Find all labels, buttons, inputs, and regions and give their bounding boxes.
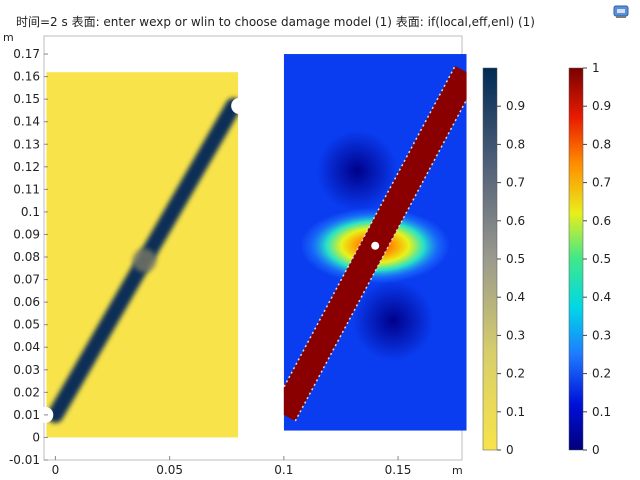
y-tick-label: 0.02	[13, 385, 40, 399]
y-tick-label: 0.05	[13, 318, 40, 332]
colorbar-tick-label: 0.8	[592, 137, 611, 151]
colorbar-tick-label: 0.7	[506, 176, 525, 190]
colorbar-tick-label: 0.1	[506, 405, 525, 419]
y-tick-label: 0.08	[13, 250, 40, 264]
colorbar-tick-label: 0	[506, 443, 514, 457]
colorbar-tick-label: 0.8	[506, 137, 525, 151]
colorbar-tick-label: 0.4	[592, 290, 611, 304]
x-tick-label: 0.05	[156, 463, 183, 477]
colorbar-tick-label: 0.2	[506, 367, 525, 381]
y-tick-label: 0.17	[13, 47, 40, 61]
colorbar-nonlocal-gradient	[568, 67, 584, 451]
nonlocal-hole	[371, 241, 380, 250]
colorbar-local-gradient	[482, 67, 498, 451]
y-tick-label: 0.1	[21, 205, 40, 219]
colorbar-tick-label: 0.4	[506, 290, 525, 304]
y-axis-unit: m	[3, 31, 14, 44]
colorbar-tick-label: 0.6	[592, 214, 611, 228]
x-tick-label: 0.1	[274, 463, 293, 477]
x-tick-label: 0	[52, 463, 60, 477]
colorbar-tick-label: 1	[592, 61, 600, 75]
y-tick-label: -0.01	[9, 453, 40, 467]
local-notch-top-right	[231, 97, 248, 114]
colorbar-tick-label: 0.5	[592, 252, 611, 266]
y-tick-label: 0.06	[13, 295, 40, 309]
y-axis-ticks: -0.01 0 0.01 0.02 0.03 0.04 0.05 0.06 0.07 0.08 0.…	[9, 47, 48, 467]
nonlocal-low-lobe-bottom	[353, 280, 434, 361]
colorbar-nonlocal-ticks: 0 0.1 0.2 0.3 0.4 0.5 0.6 0.7 0.8 0.9 1	[583, 61, 611, 457]
local-damage-patch	[132, 248, 157, 273]
colorbar-local: 0 0.1 0.2 0.3 0.4 0.5 0.6 0.7 0.8 0.9	[482, 67, 525, 457]
plot-title: 时间=2 s 表面: enter wexp or wlin to choose …	[16, 15, 535, 29]
colorbar-tick-label: 0.3	[592, 328, 611, 342]
colorbar-tick-label: 0.3	[506, 328, 525, 342]
y-tick-label: 0	[32, 430, 40, 444]
colorbar-tick-label: 0.2	[592, 367, 611, 381]
colorbar-nonlocal: 0 0.1 0.2 0.3 0.4 0.5 0.6 0.7 0.8 0.9 1	[568, 61, 611, 457]
colorbar-tick-label: 0.9	[592, 99, 611, 113]
nonlocal-low-lobe-top	[317, 130, 398, 211]
y-tick-label: 0.13	[13, 137, 40, 151]
colorbar-tick-label: 0.1	[592, 405, 611, 419]
y-tick-label: 0.07	[13, 273, 40, 287]
graphics-window-icon[interactable]	[612, 4, 632, 20]
colorbar-tick-label: 0.9	[506, 99, 525, 113]
x-axis-unit: m	[452, 464, 463, 477]
colorbar-tick-label: 0.6	[506, 214, 525, 228]
y-tick-label: 0.01	[13, 408, 40, 422]
y-tick-label: 0.03	[13, 363, 40, 377]
colorbar-local-ticks: 0 0.1 0.2 0.3 0.4 0.5 0.6 0.7 0.8 0.9	[497, 99, 525, 457]
x-axis-ticks: 0 0.05 0.1 0.15	[52, 456, 412, 477]
y-tick-label: 0.11	[13, 182, 40, 196]
y-tick-label: 0.16	[13, 70, 40, 84]
y-tick-label: 0.15	[13, 92, 40, 106]
y-tick-label: 0.14	[13, 115, 40, 129]
colorbar-tick-label: 0	[592, 443, 600, 457]
y-tick-label: 0.04	[13, 340, 40, 354]
local-damage-domain	[46, 72, 239, 438]
colorbar-tick-label: 0.5	[506, 252, 525, 266]
x-tick-label: 0.15	[385, 463, 412, 477]
y-tick-label: 0.12	[13, 160, 40, 174]
colorbar-tick-label: 0.7	[592, 176, 611, 190]
y-tick-label: 0.09	[13, 227, 40, 241]
